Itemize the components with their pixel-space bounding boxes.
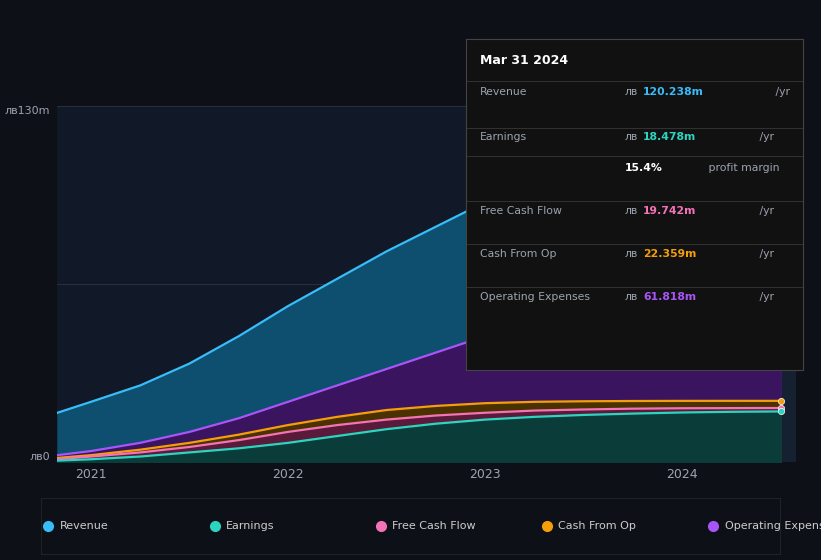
Text: /yr: /yr <box>756 249 774 259</box>
Text: Revenue: Revenue <box>60 521 108 531</box>
Text: /yr: /yr <box>756 132 774 142</box>
Text: Cash From Op: Cash From Op <box>479 249 557 259</box>
Text: Revenue: Revenue <box>479 87 527 97</box>
Text: /yr: /yr <box>756 206 774 216</box>
Text: Free Cash Flow: Free Cash Flow <box>392 521 475 531</box>
Text: Free Cash Flow: Free Cash Flow <box>479 206 562 216</box>
Text: Mar 31 2024: Mar 31 2024 <box>479 54 568 67</box>
Text: 61.818m: 61.818m <box>643 292 696 302</box>
Text: лв0: лв0 <box>30 452 51 462</box>
Text: /yr: /yr <box>773 87 791 97</box>
Bar <box>534 106 796 462</box>
Text: лв: лв <box>625 87 638 97</box>
Text: Cash From Op: Cash From Op <box>558 521 636 531</box>
Text: лв: лв <box>625 206 638 216</box>
Text: Operating Expenses: Operating Expenses <box>724 521 821 531</box>
Text: Earnings: Earnings <box>226 521 274 531</box>
Text: 18.478m: 18.478m <box>643 132 696 142</box>
Text: 120.238m: 120.238m <box>643 87 704 97</box>
Text: лв: лв <box>625 132 638 142</box>
Text: лв: лв <box>625 249 638 259</box>
Text: лв: лв <box>625 292 638 302</box>
Text: Earnings: Earnings <box>479 132 527 142</box>
Text: лв130m: лв130m <box>5 106 51 116</box>
Text: Operating Expenses: Operating Expenses <box>479 292 589 302</box>
Text: profit margin: profit margin <box>705 163 780 173</box>
Text: 15.4%: 15.4% <box>625 163 663 173</box>
Text: 22.359m: 22.359m <box>643 249 696 259</box>
Text: /yr: /yr <box>756 292 774 302</box>
Text: 19.742m: 19.742m <box>643 206 696 216</box>
